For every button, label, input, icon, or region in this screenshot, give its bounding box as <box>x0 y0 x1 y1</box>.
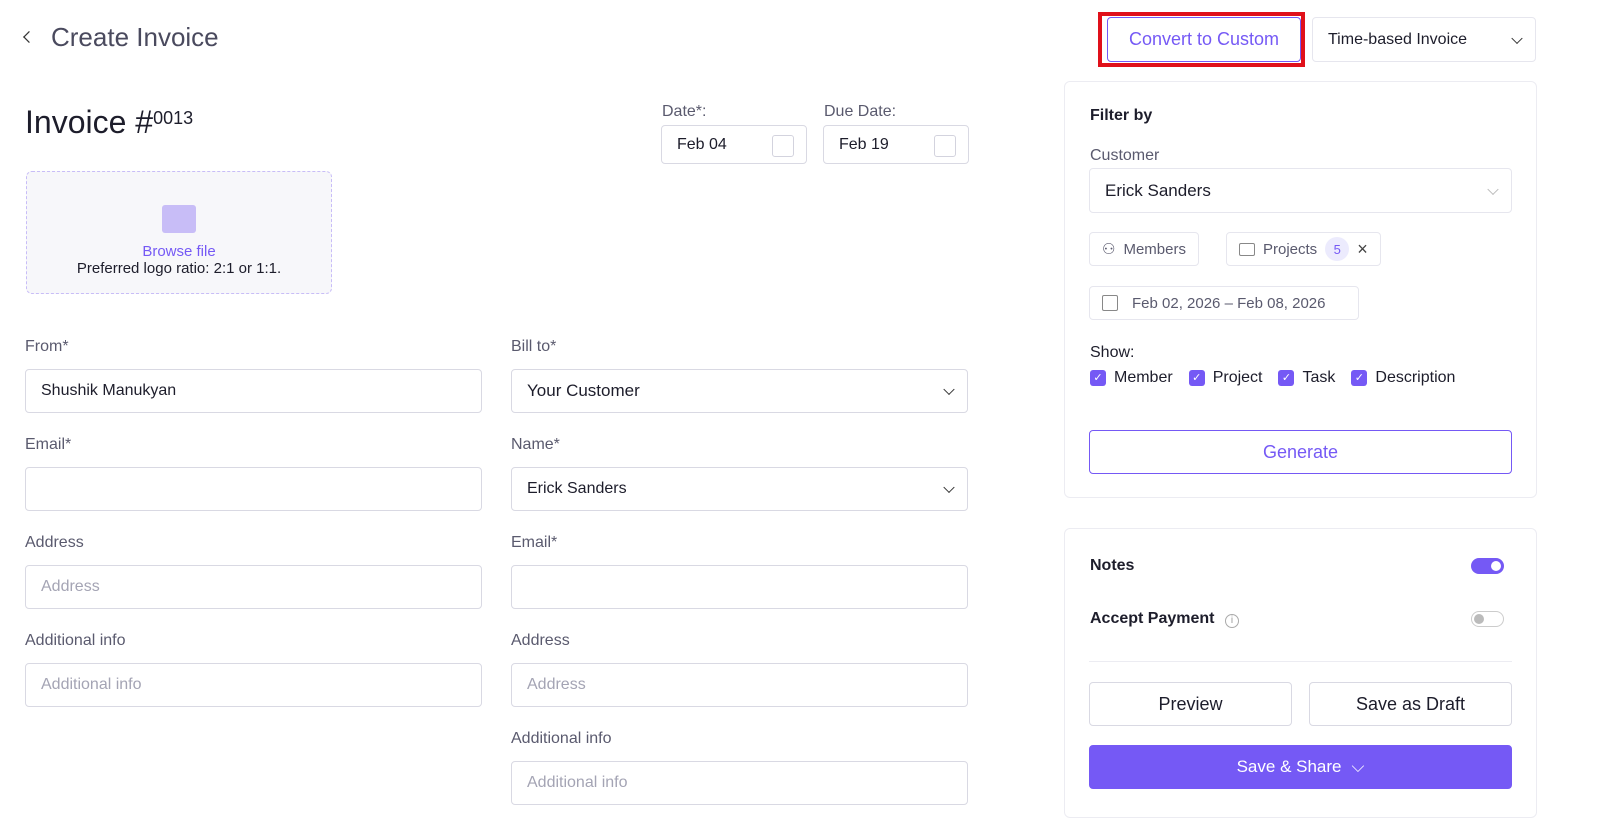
chevron-down-icon <box>943 481 955 494</box>
save-as-draft-button[interactable]: Save as Draft <box>1309 682 1512 726</box>
toggle-knob <box>1491 561 1501 571</box>
from-info-label: Additional info <box>25 632 126 649</box>
highlight-box <box>1098 12 1305 67</box>
customer-value: Erick Sanders <box>1105 180 1211 200</box>
accept-payment-row: Accept Payment i <box>1090 610 1239 628</box>
checkbox-task[interactable]: ✓ Task <box>1278 369 1335 387</box>
bill-email-input[interactable] <box>511 565 968 609</box>
projects-label: Projects <box>1263 240 1318 258</box>
date-label: Date*: <box>662 103 707 120</box>
show-label: Show: <box>1090 344 1135 361</box>
from-email-input[interactable] <box>25 467 482 511</box>
accept-payment-label: Accept Payment <box>1090 610 1215 627</box>
due-date-value: Feb 19 <box>839 135 889 153</box>
page-title: Create Invoice <box>51 22 219 52</box>
members-icon: ⚇ <box>1102 241 1116 258</box>
chevron-down-icon: ⌵ <box>1351 757 1365 776</box>
generate-button[interactable]: Generate <box>1089 430 1512 474</box>
info-icon[interactable]: i <box>1224 614 1239 628</box>
bill-info-input[interactable]: Additional info <box>511 761 968 805</box>
bill-address-input[interactable]: Address <box>511 663 968 707</box>
checkbox-project[interactable]: ✓ Project <box>1188 368 1263 387</box>
options-card: Notes Accept Payment i Preview Save as D… <box>1064 528 1537 818</box>
notes-label: Notes <box>1090 557 1135 574</box>
check-icon: ✓ <box>1188 369 1205 386</box>
due-date-label: Due Date: <box>824 103 897 120</box>
logo-upload[interactable]: Browse file Preferred logo ratio: 2:1 or… <box>26 171 332 294</box>
checkbox-description[interactable]: ✓ Description <box>1351 369 1455 387</box>
bill-info-label: Additional info <box>511 730 612 747</box>
check-icon: ✓ <box>1278 369 1295 386</box>
show-options: ✓ Member ✓ Project ✓ Task ✓ Description <box>1090 368 1471 387</box>
date-value: Feb 04 <box>677 135 727 153</box>
divider <box>1089 661 1512 662</box>
calendar-icon <box>934 135 956 157</box>
checkbox-member[interactable]: ✓ Member <box>1090 369 1173 387</box>
chevron-down-icon <box>943 383 955 396</box>
check-icon: ✓ <box>1090 369 1106 386</box>
invoice-label: Invoice # <box>25 104 154 140</box>
filter-card: Filter by Customer Erick Sanders ⚇ Member… <box>1064 81 1537 498</box>
check-icon: ✓ <box>1351 369 1368 386</box>
bill-to-select[interactable]: Your Customer <box>511 369 968 413</box>
accept-payment-toggle[interactable] <box>1471 611 1504 627</box>
convert-to-custom-button[interactable]: Convert to Custom <box>1107 17 1301 62</box>
calendar-icon <box>1102 295 1118 311</box>
from-info-input[interactable]: Additional info <box>25 663 482 707</box>
date-range-picker[interactable]: Feb 02, 2026 – Feb 08, 2026 <box>1089 286 1359 320</box>
bill-to-value: Your Customer <box>527 381 640 400</box>
invoice-number: 0013 <box>153 108 194 128</box>
from-address-input[interactable]: Address <box>25 565 482 609</box>
image-icon <box>162 205 196 233</box>
save-share-button[interactable]: Save & Share ⌵ <box>1089 745 1512 789</box>
checkbox-label: Project <box>1212 368 1263 386</box>
invoice-type-select[interactable]: Time-based Invoice <box>1312 17 1536 62</box>
clear-projects-icon[interactable]: × <box>1357 238 1368 259</box>
from-label: From* <box>25 338 69 355</box>
chevron-down-icon <box>1511 32 1523 44</box>
members-filter[interactable]: ⚇ Members <box>1089 232 1199 266</box>
from-email-label: Email* <box>25 436 72 453</box>
bill-email-label: Email* <box>511 534 558 551</box>
name-select[interactable]: Erick Sanders <box>511 467 968 511</box>
projects-count-badge: 5 <box>1325 237 1350 261</box>
checkbox-label: Description <box>1375 368 1456 386</box>
name-label: Name* <box>511 436 560 453</box>
notes-toggle[interactable] <box>1471 558 1504 574</box>
members-label: Members <box>1123 240 1186 258</box>
save-share-label: Save & Share <box>1236 757 1342 776</box>
briefcase-icon <box>1239 242 1255 256</box>
customer-label: Customer <box>1090 147 1160 164</box>
checkbox-label: Member <box>1114 368 1173 386</box>
invoice-title: Invoice #0013 <box>25 104 193 141</box>
chevron-down-icon <box>1487 183 1499 195</box>
date-input[interactable]: Feb 04 <box>661 125 807 164</box>
invoice-type-value: Time-based Invoice <box>1328 30 1468 48</box>
logo-hint: Preferred logo ratio: 2:1 or 1:1. <box>76 260 282 277</box>
bill-address-label: Address <box>511 632 570 649</box>
bill-to-label: Bill to* <box>511 338 557 355</box>
customer-select[interactable]: Erick Sanders <box>1089 168 1512 213</box>
toggle-knob <box>1474 614 1484 624</box>
browse-file-link[interactable]: Browse file <box>142 243 216 260</box>
back-button[interactable] <box>23 31 35 43</box>
preview-button[interactable]: Preview <box>1089 682 1292 726</box>
projects-filter[interactable]: Projects 5 × <box>1226 232 1381 266</box>
due-date-input[interactable]: Feb 19 <box>823 125 969 164</box>
date-range-value: Feb 02, 2026 – Feb 08, 2026 <box>1132 294 1326 312</box>
from-input[interactable]: Shushik Manukyan <box>25 369 482 413</box>
from-address-label: Address <box>25 534 84 551</box>
calendar-icon <box>772 135 794 157</box>
filter-title: Filter by <box>1090 107 1153 124</box>
checkbox-label: Task <box>1302 368 1336 386</box>
name-value: Erick Sanders <box>527 480 627 497</box>
